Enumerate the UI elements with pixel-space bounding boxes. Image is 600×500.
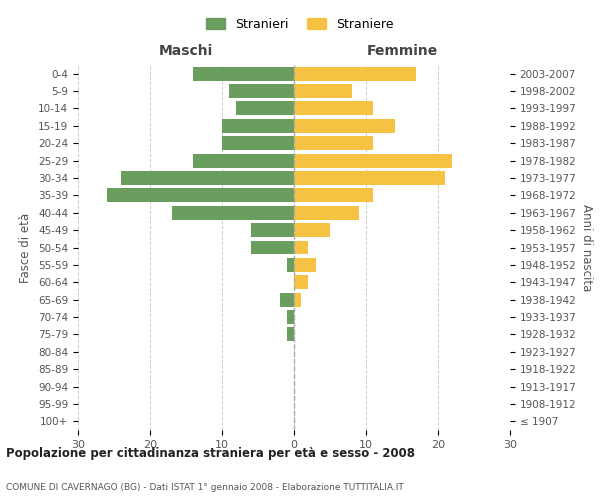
- Bar: [294, 154, 452, 168]
- Text: Popolazione per cittadinanza straniera per età e sesso - 2008: Popolazione per cittadinanza straniera p…: [6, 448, 415, 460]
- Bar: [294, 119, 395, 133]
- Legend: Stranieri, Straniere: Stranieri, Straniere: [200, 11, 400, 37]
- Bar: [294, 206, 359, 220]
- Bar: [294, 84, 352, 98]
- Bar: [294, 240, 308, 254]
- Y-axis label: Anni di nascita: Anni di nascita: [580, 204, 593, 291]
- Text: COMUNE DI CAVERNAGO (BG) - Dati ISTAT 1° gennaio 2008 - Elaborazione TUTTITALIA.: COMUNE DI CAVERNAGO (BG) - Dati ISTAT 1°…: [6, 483, 404, 492]
- Bar: [222, 119, 294, 133]
- Bar: [193, 66, 294, 80]
- Bar: [280, 292, 294, 306]
- Text: Femmine: Femmine: [367, 44, 437, 58]
- Bar: [172, 206, 294, 220]
- Text: Maschi: Maschi: [159, 44, 213, 58]
- Bar: [294, 276, 308, 289]
- Bar: [294, 258, 316, 272]
- Bar: [294, 102, 373, 116]
- Bar: [236, 102, 294, 116]
- Bar: [222, 136, 294, 150]
- Bar: [121, 171, 294, 185]
- Bar: [287, 310, 294, 324]
- Bar: [193, 154, 294, 168]
- Bar: [287, 328, 294, 342]
- Bar: [294, 292, 301, 306]
- Bar: [229, 84, 294, 98]
- Bar: [294, 171, 445, 185]
- Bar: [287, 258, 294, 272]
- Bar: [294, 66, 416, 80]
- Bar: [294, 188, 373, 202]
- Bar: [107, 188, 294, 202]
- Bar: [294, 223, 330, 237]
- Y-axis label: Fasce di età: Fasce di età: [19, 212, 32, 282]
- Bar: [251, 240, 294, 254]
- Bar: [294, 136, 373, 150]
- Bar: [251, 223, 294, 237]
